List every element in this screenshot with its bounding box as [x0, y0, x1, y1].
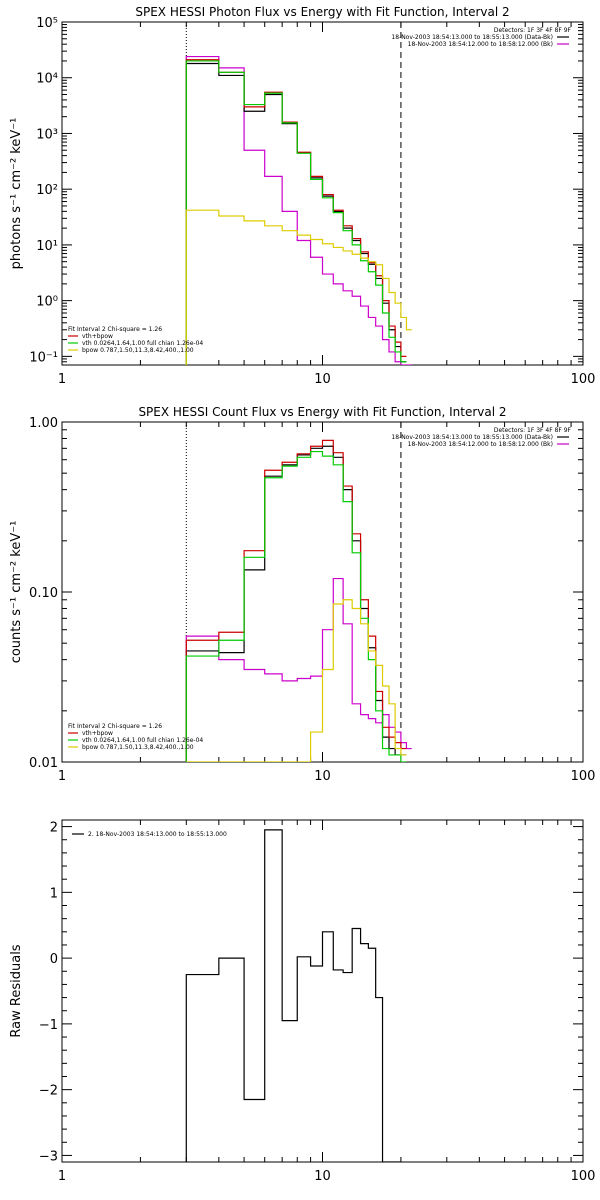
y-axis-label: counts s⁻¹ cm⁻² keV⁻¹: [9, 521, 24, 664]
y-axis-label: Raw Residuals: [9, 944, 24, 1037]
x-tick-label: 10: [314, 372, 331, 387]
legend-fit-title: Fit Interval 2 Chi-square = 1.26: [68, 723, 162, 730]
y-tick-label: 10⁵: [36, 16, 58, 31]
y-tick-label: 2: [50, 821, 58, 836]
legend-left-entry: bpow 0.787,1.50,11.3,8.42,400.,1.00: [82, 347, 194, 354]
x-tick-label: 100: [571, 372, 596, 387]
legend-right-entry: 18-Nov-2003 18:54:13.000 to 18:55:13.000…: [391, 434, 553, 441]
x-tick-label: 10: [314, 769, 331, 784]
y-tick-label: 0.10: [29, 586, 58, 601]
x-tick-label: 1: [58, 769, 66, 784]
legend-fit-title: Fit Interval 2 Chi-square = 1.26: [68, 326, 162, 333]
series-line-bpow: [186, 599, 407, 762]
legend-left-entry: vth+bpow: [82, 333, 113, 340]
y-tick-label: −2: [39, 1084, 58, 1099]
legend-detectors: Detectors: 1F 3F 4F 8F 9F: [494, 27, 572, 34]
y-tick-label: 10⁻¹: [29, 350, 58, 365]
chart-panel-2: SPEX HESSI Count Flux vs Energy with Fit…: [9, 405, 595, 784]
legend-left-entry: bpow 0.787,1.50,11.3,8.42,400.,1.00: [82, 744, 194, 751]
y-tick-label: 0.01: [29, 756, 58, 771]
legend-left-entry: vth 0.0264,1.64,1.00 full chian 1.26e-04: [82, 340, 203, 347]
y-tick-label: 10⁰: [36, 295, 58, 310]
series-line-background: [185, 55, 412, 365]
legend-detectors: Detectors: 1F 3F 4F 8F 9F: [494, 427, 572, 434]
series-line-model_total: [185, 439, 407, 762]
legend-right-entry: 18-Nov-2003 18:54:12.000 to 18:58:12.000…: [408, 441, 553, 448]
x-tick-label: 10: [314, 1169, 331, 1184]
chart-panel-1: SPEX HESSI Photon Flux vs Energy with Fi…: [9, 5, 595, 387]
y-axis-label: photons s⁻¹ cm⁻² keV⁻¹: [9, 118, 24, 270]
y-tick-label: 1.00: [29, 416, 58, 431]
chart-title: SPEX HESSI Photon Flux vs Energy with Fi…: [135, 5, 509, 19]
series-line-bpow: [185, 209, 412, 365]
series-line-data: [185, 829, 401, 1162]
series-line-vth: [185, 450, 407, 762]
series-line-model_total: [185, 59, 407, 365]
y-tick-label: 0: [50, 952, 58, 967]
y-tick-label: −1: [39, 1018, 58, 1033]
x-tick-label: 100: [571, 1169, 596, 1184]
y-tick-label: 1: [50, 886, 58, 901]
legend-right-entry: 18-Nov-2003 18:54:12.000 to 18:58:12.000…: [408, 41, 553, 48]
y-tick-label: 10⁴: [36, 72, 58, 87]
series-line-data: [185, 445, 407, 762]
x-tick-label: 1: [58, 372, 66, 387]
y-tick-label: 10¹: [36, 239, 58, 254]
y-tick-label: 10²: [36, 183, 58, 198]
plot-frame: [61, 819, 584, 1163]
legend-right-entry: 18-Nov-2003 18:54:13.000 to 18:55:13.000…: [391, 34, 553, 41]
legend-left-entry: vth+bpow: [82, 730, 113, 737]
x-tick-label: 1: [58, 1169, 66, 1184]
chart-panel-3: Raw Residuals 1 10 100 −3 −2 −1 0 1 2 2. 18-Nov-20…: [9, 819, 596, 1184]
y-tick-label: −3: [39, 1149, 58, 1164]
series-line-background: [185, 577, 412, 762]
chart-title: SPEX HESSI Count Flux vs Energy with Fit…: [138, 405, 506, 419]
x-tick-label: 100: [571, 769, 596, 784]
legend-left-entry: vth 0.0264,1.64,1.00 full chian 1.26e-04: [82, 737, 203, 744]
legend-left-entry: 2. 18-Nov-2003 18:54:13.000 to 18:55:13.…: [88, 831, 227, 838]
series-line-vth: [185, 60, 407, 365]
y-tick-label: 10³: [36, 127, 58, 142]
